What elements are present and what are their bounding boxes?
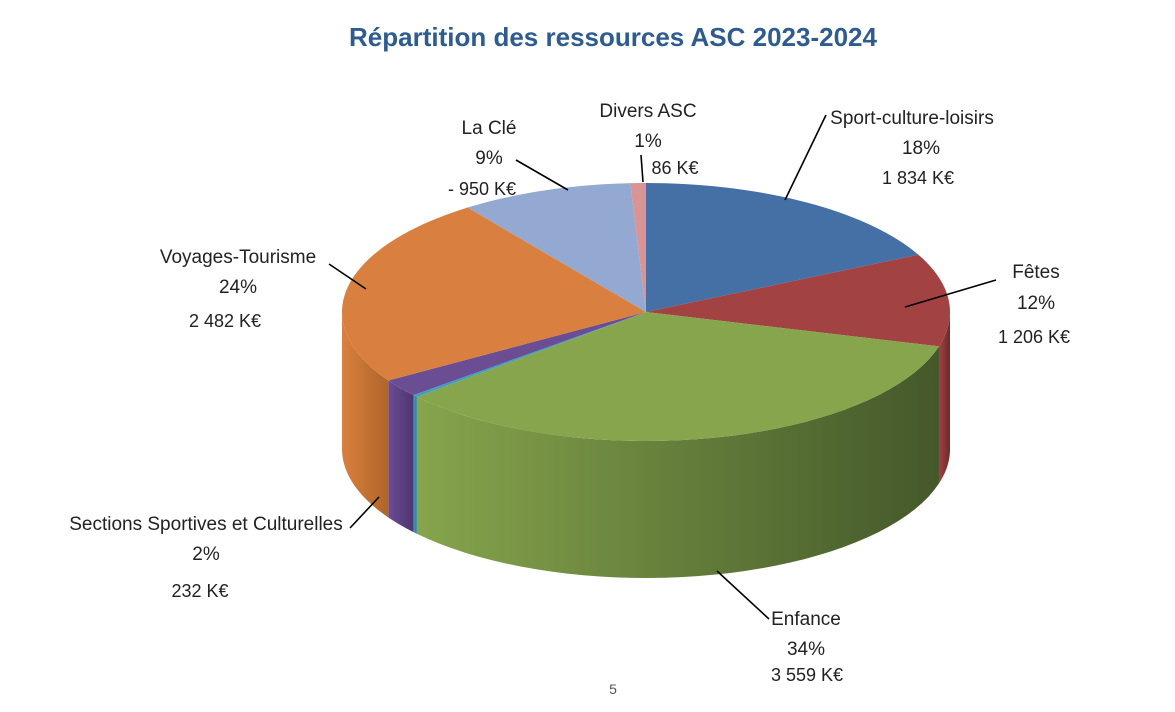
pie-side <box>416 346 939 578</box>
pie-side <box>342 312 389 518</box>
slice-label-amount: 3 559 K€ <box>771 665 843 685</box>
slice-label-name: Voyages-Tourisme <box>160 247 316 268</box>
pie-slice <box>646 254 950 347</box>
slice-label-name: Fêtes <box>1012 262 1060 283</box>
pie-slice <box>646 183 919 312</box>
slice-label-percent: 1% <box>634 131 662 152</box>
pie-sides <box>342 312 950 578</box>
pie-slice <box>467 183 646 312</box>
slice-label-percent: 24% <box>219 277 257 298</box>
leader-line <box>515 159 569 191</box>
slice-label-amount: - 950 K€ <box>448 179 516 199</box>
pie-slice <box>416 312 939 441</box>
pie-slice <box>630 183 646 312</box>
pie-side <box>938 312 950 484</box>
pie-slice <box>388 312 646 396</box>
slice-label-percent: 2% <box>192 544 220 565</box>
leader-line <box>784 114 827 201</box>
slice-label-name: Divers ASC <box>599 101 696 122</box>
leader-line <box>349 496 380 529</box>
leader-lines <box>328 114 997 620</box>
slice-label-percent: 12% <box>1017 293 1055 314</box>
slice-label-name: Enfance <box>771 609 841 630</box>
slice-label-name: Sections Sportives et Culturelles <box>69 514 343 535</box>
pie-side <box>413 395 417 534</box>
slice-label-amount: 1 834 K€ <box>882 168 954 188</box>
slice-labels: Sport-culture-loisirs 18% 1 834 K€ Fêtes 12%… <box>69 101 1070 685</box>
slice-label-amount: 1 206 K€ <box>998 327 1070 347</box>
slice-label-name: Sport-culture-loisirs <box>830 108 994 129</box>
leader-line <box>716 570 770 620</box>
leader-line <box>904 279 997 308</box>
slice-label-percent: 9% <box>475 148 503 169</box>
leader-line <box>640 154 644 183</box>
pie-side <box>388 380 414 533</box>
pie-slice <box>413 312 646 397</box>
pie-slice <box>342 207 646 381</box>
slice-label-percent: 34% <box>787 639 825 660</box>
slice-label-name: La Clé <box>462 118 517 139</box>
slice-label-percent: 18% <box>902 138 940 159</box>
pie-slices <box>342 183 950 441</box>
slice-label-amount: 86 K€ <box>651 158 698 178</box>
slice-label-amount: 2 482 K€ <box>189 311 261 331</box>
page-number: 5 <box>609 681 617 697</box>
slice-label-amount: 232 K€ <box>171 581 228 601</box>
chart-title: Répartition des ressources ASC 2023-2024 <box>349 22 877 52</box>
leader-line <box>328 263 367 290</box>
